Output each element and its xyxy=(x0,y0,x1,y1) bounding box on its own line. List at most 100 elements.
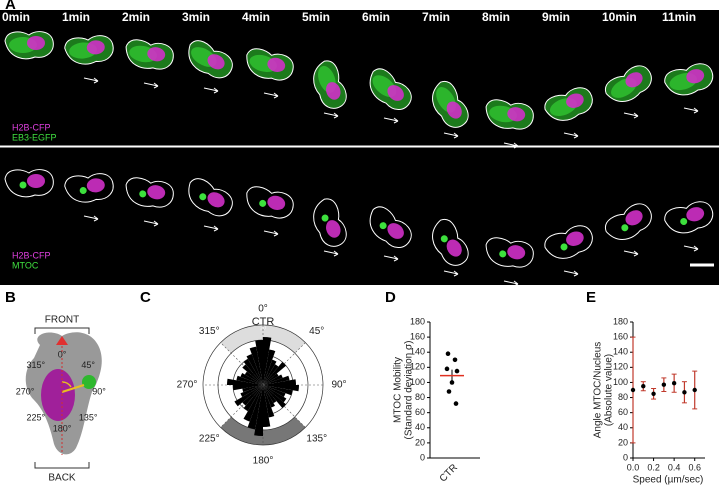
angle-label: 90° xyxy=(331,380,346,391)
nucleus xyxy=(507,245,526,260)
data-point xyxy=(661,382,667,387)
cell xyxy=(246,48,294,81)
cell-outline xyxy=(544,225,593,259)
mtoc xyxy=(621,224,629,232)
cell xyxy=(432,80,469,128)
rose-petal xyxy=(263,385,271,427)
y-tick-label: 80 xyxy=(415,392,425,402)
cell xyxy=(246,186,294,219)
nucleus xyxy=(507,107,526,122)
y-axis-label: (Absolute value) xyxy=(604,354,615,426)
direction-arrow xyxy=(503,142,519,149)
time-label: 3min xyxy=(182,10,210,24)
nucleus xyxy=(207,192,225,208)
nucleus xyxy=(387,223,404,239)
nucleus xyxy=(686,69,705,84)
x-tick-label: 0.6 xyxy=(688,462,701,472)
cell xyxy=(4,169,54,198)
angle-label: 90° xyxy=(92,386,106,396)
y-tick-label: 120 xyxy=(613,362,628,372)
angle-label: 315° xyxy=(199,326,220,337)
y-tick-label: 160 xyxy=(410,331,425,341)
mtoc xyxy=(19,181,27,189)
data-point xyxy=(446,389,452,394)
rose-petal xyxy=(263,385,293,396)
cell xyxy=(313,198,347,247)
data-point xyxy=(452,357,458,363)
front-label: FRONT xyxy=(45,315,79,326)
direction-arrow xyxy=(263,230,279,237)
direction-arrow xyxy=(203,87,219,94)
angle-label: 45° xyxy=(81,360,95,370)
cell-outline xyxy=(64,173,114,203)
cell-outline xyxy=(313,198,347,247)
rose-petal xyxy=(233,385,263,391)
cell xyxy=(369,206,412,249)
nucleus xyxy=(267,57,286,73)
angle-label: 180° xyxy=(53,423,72,433)
y-tick-label: 20 xyxy=(415,437,425,447)
rose-petal xyxy=(242,385,263,393)
angle-label: 135° xyxy=(306,433,327,444)
mtoc xyxy=(560,243,568,251)
y-tick-label: 60 xyxy=(618,407,628,417)
direction-arrow xyxy=(203,225,219,232)
nucleus xyxy=(446,101,462,119)
nucleus xyxy=(147,185,166,200)
channel-label: EB3-EGFP xyxy=(12,132,57,142)
y-tick-label: 100 xyxy=(613,377,628,387)
direction-arrow xyxy=(143,220,159,227)
time-label: 7min xyxy=(422,10,450,24)
direction-arrow xyxy=(143,82,159,89)
cell xyxy=(432,218,469,266)
cell-outline xyxy=(4,169,54,198)
cell xyxy=(64,35,114,65)
channel-label: H2B-CFP xyxy=(12,122,51,132)
data-point xyxy=(641,384,646,389)
channel-label: MTOC xyxy=(12,260,39,270)
angle-label: 225° xyxy=(199,433,220,444)
rose-petal xyxy=(242,364,263,385)
nucleus xyxy=(147,47,166,62)
mtoc xyxy=(79,187,87,195)
mtoc xyxy=(680,217,688,225)
cell xyxy=(485,237,534,268)
rose-petal xyxy=(243,385,263,411)
nucleus xyxy=(625,210,643,226)
mtoc xyxy=(82,375,96,389)
angle-vector xyxy=(61,384,85,393)
data-point xyxy=(651,391,656,396)
x-tick-label: CTR xyxy=(438,462,460,484)
angle-label: 225° xyxy=(27,413,46,423)
mtoc xyxy=(321,214,329,222)
cell-outline xyxy=(369,206,412,249)
rose-petal xyxy=(263,364,279,385)
rose-petal xyxy=(263,374,283,385)
direction-arrow xyxy=(563,270,579,277)
cell xyxy=(188,40,233,79)
cell-outline xyxy=(246,186,294,219)
y-tick-label: 40 xyxy=(618,422,628,432)
x-tick-label: 0.2 xyxy=(647,462,660,472)
direction-arrow xyxy=(623,250,639,257)
cell-diagram xyxy=(25,327,102,469)
time-label: 5min xyxy=(302,10,330,24)
data-point xyxy=(453,401,459,406)
rose-petal xyxy=(263,385,299,392)
rose-petal xyxy=(263,337,272,385)
rose-petal xyxy=(263,385,275,408)
radial-tick-label: 20 xyxy=(260,325,266,331)
cell xyxy=(313,60,347,109)
direction-arrow xyxy=(443,132,459,139)
panel-letter: B xyxy=(5,289,16,306)
direction-arrow xyxy=(323,112,339,119)
spoke xyxy=(220,342,306,428)
rose-petal xyxy=(263,373,279,385)
rose-petal xyxy=(263,359,277,385)
cell-outline xyxy=(604,203,652,240)
nucleus xyxy=(625,72,643,88)
x-axis-label: Speed (µm/sec) xyxy=(633,475,704,486)
y-tick-label: 0 xyxy=(420,452,425,462)
cell xyxy=(544,87,593,121)
